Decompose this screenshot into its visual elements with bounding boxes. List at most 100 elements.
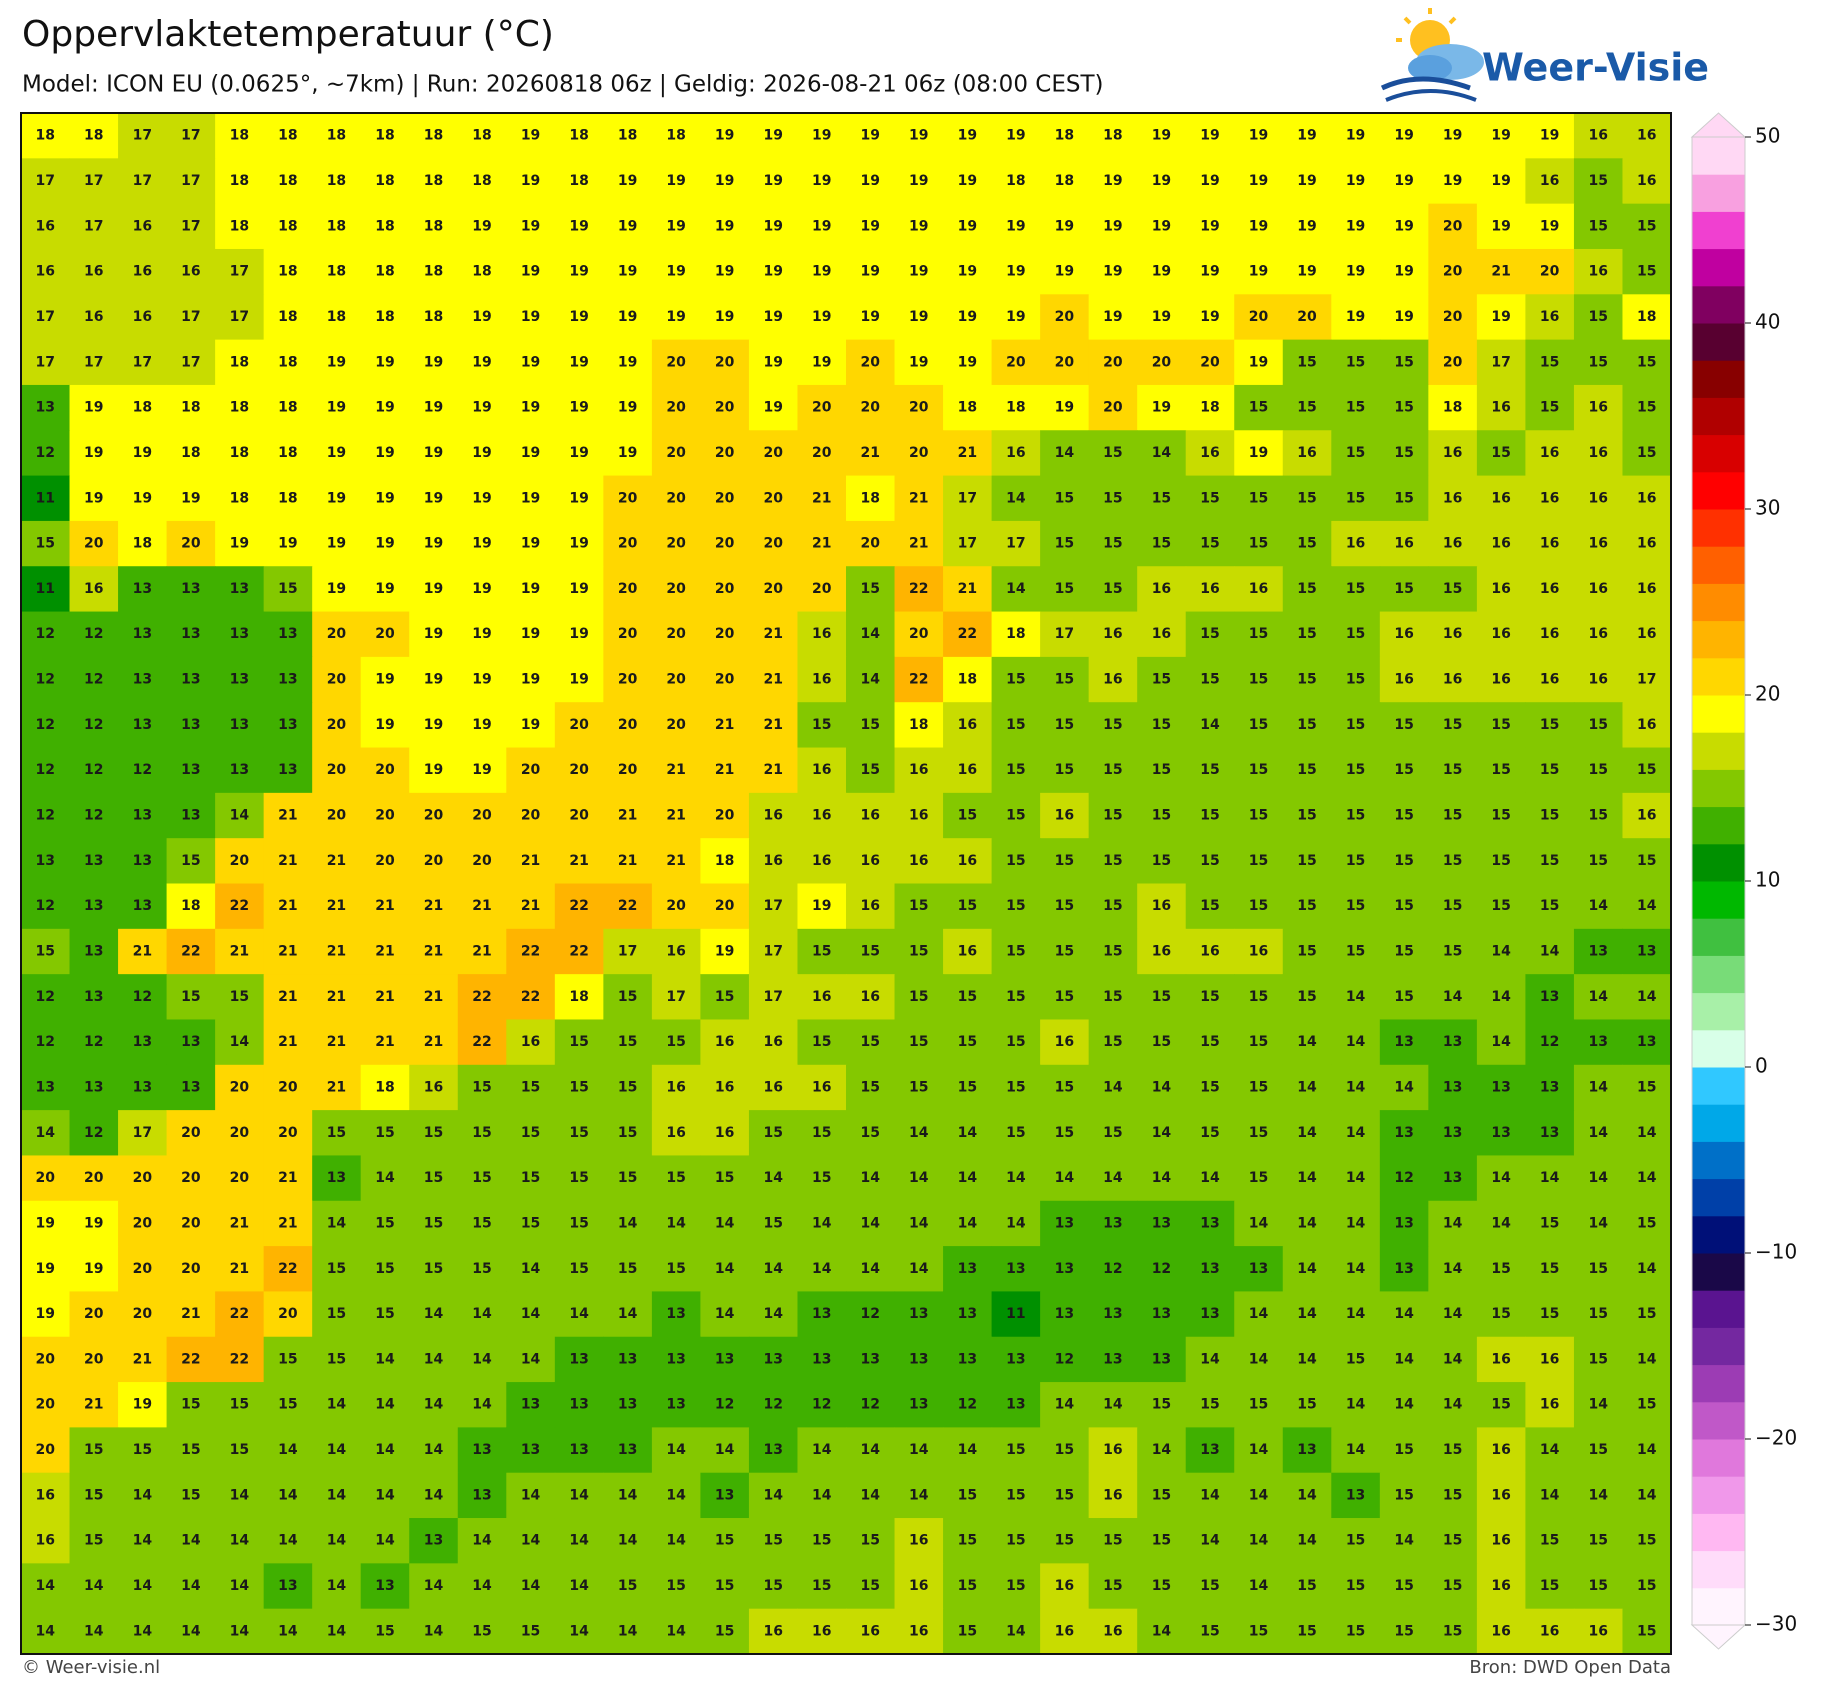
temperature-cell (1525, 158, 1575, 205)
temperature-label: 21 (278, 943, 297, 959)
colorbar-band (1692, 620, 1745, 659)
temperature-cell (894, 248, 944, 295)
temperature-cell (1379, 656, 1429, 703)
temperature-cell (1622, 656, 1672, 703)
colorbar-band (1692, 1439, 1745, 1477)
temperature-label: 16 (1055, 1623, 1074, 1639)
temperature-label: 14 (230, 1578, 250, 1594)
colorbar-band (1692, 1476, 1745, 1514)
temperature-cell (1282, 611, 1332, 658)
temperature-cell (1476, 656, 1526, 703)
temperature-label: 19 (618, 354, 637, 370)
temperature-label: 14 (1588, 1079, 1608, 1095)
temperature-cell (1282, 294, 1332, 341)
temperature-label: 15 (278, 1397, 297, 1413)
temperature-label: 12 (1540, 1034, 1559, 1050)
temperature-cell (1088, 158, 1138, 205)
temperature-label: 19 (1103, 309, 1122, 325)
colorbar-band (1692, 583, 1745, 622)
temperature-label: 19 (715, 943, 734, 959)
temperature-label: 13 (715, 1487, 734, 1503)
temperature-label: 19 (569, 354, 588, 370)
temperature-label: 16 (1540, 1351, 1559, 1367)
temperature-label: 12 (958, 1397, 977, 1413)
footer-left: © Weer-visie.nl (22, 1657, 160, 1678)
temperature-label: 19 (327, 581, 346, 597)
temperature-label: 16 (1491, 1623, 1510, 1639)
temperature-label: 15 (1491, 762, 1510, 778)
temperature-label: 19 (327, 354, 346, 370)
temperature-cell (894, 475, 944, 522)
temperature-label: 19 (133, 445, 152, 461)
temperature-label: 15 (133, 1442, 152, 1458)
temperature-cell (1088, 113, 1138, 159)
temperature-label: 14 (1297, 1351, 1317, 1367)
temperature-label: 17 (84, 218, 103, 234)
temperature-cell (1185, 656, 1235, 703)
temperature-label: 15 (1006, 1533, 1025, 1549)
colorbar-tick-label: −10 (1755, 1240, 1797, 1264)
temperature-cell (797, 611, 847, 658)
temperature-cell (894, 566, 944, 613)
temperature-cell (1379, 294, 1429, 341)
temperature-label: 16 (763, 808, 782, 824)
temperature-label: 13 (181, 626, 200, 642)
temperature-label: 13 (909, 1397, 928, 1413)
temperature-cell (943, 203, 993, 250)
temperature-label: 15 (1055, 717, 1074, 733)
temperature-label: 16 (1491, 1578, 1510, 1594)
temperature-label: 14 (909, 1487, 929, 1503)
temperature-label: 19 (569, 445, 588, 461)
temperature-label: 16 (133, 309, 152, 325)
temperature-label: 17 (181, 354, 200, 370)
temperature-label: 16 (1152, 581, 1171, 597)
temperature-label: 15 (1394, 1623, 1413, 1639)
temperature-label: 22 (181, 943, 200, 959)
temperature-cell (506, 475, 556, 522)
temperature-cell (1282, 113, 1332, 159)
temperature-label: 18 (375, 264, 394, 280)
temperature-label: 21 (278, 989, 297, 1005)
temperature-label: 16 (812, 672, 831, 688)
temperature-label: 17 (181, 218, 200, 234)
temperature-label: 15 (1588, 1533, 1607, 1549)
temperature-label: 13 (472, 1487, 491, 1503)
temperature-label: 16 (1540, 445, 1559, 461)
temperature-cell (360, 158, 410, 205)
temperature-cell (603, 430, 653, 477)
temperature-label: 16 (1103, 672, 1122, 688)
temperature-label: 15 (715, 1623, 734, 1639)
temperature-cell (506, 384, 556, 431)
temperature-label: 14 (861, 1442, 881, 1458)
temperature-label: 15 (1297, 672, 1316, 688)
temperature-label: 16 (1588, 490, 1607, 506)
temperature-label: 14 (181, 1623, 201, 1639)
temperature-cell (409, 203, 459, 250)
temperature-cell (457, 656, 507, 703)
temperature-label: 20 (230, 853, 250, 869)
temperature-label: 18 (181, 400, 200, 416)
temperature-label: 19 (1200, 128, 1219, 144)
temperature-label: 19 (521, 672, 540, 688)
temperature-label: 15 (1491, 808, 1510, 824)
temperature-label: 16 (1588, 400, 1607, 416)
temperature-label: 16 (763, 1623, 782, 1639)
colorbar-band (1692, 1141, 1745, 1180)
temperature-label: 15 (1055, 672, 1074, 688)
temperature-label: 15 (1152, 717, 1171, 733)
temperature-cell (700, 430, 750, 477)
temperature-label: 20 (666, 490, 686, 506)
temperature-label: 19 (958, 128, 977, 144)
temperature-label: 21 (666, 808, 685, 824)
temperature-cell (846, 475, 896, 522)
temperature-cell (1476, 384, 1526, 431)
temperature-label: 19 (375, 445, 394, 461)
temperature-cell (894, 611, 944, 658)
temperature-label: 15 (181, 1442, 200, 1458)
temperature-cell (991, 203, 1041, 250)
temperature-cell (1137, 158, 1187, 205)
temperature-label: 13 (958, 1351, 977, 1367)
temperature-label: 16 (763, 1079, 782, 1095)
temperature-label: 19 (472, 445, 491, 461)
